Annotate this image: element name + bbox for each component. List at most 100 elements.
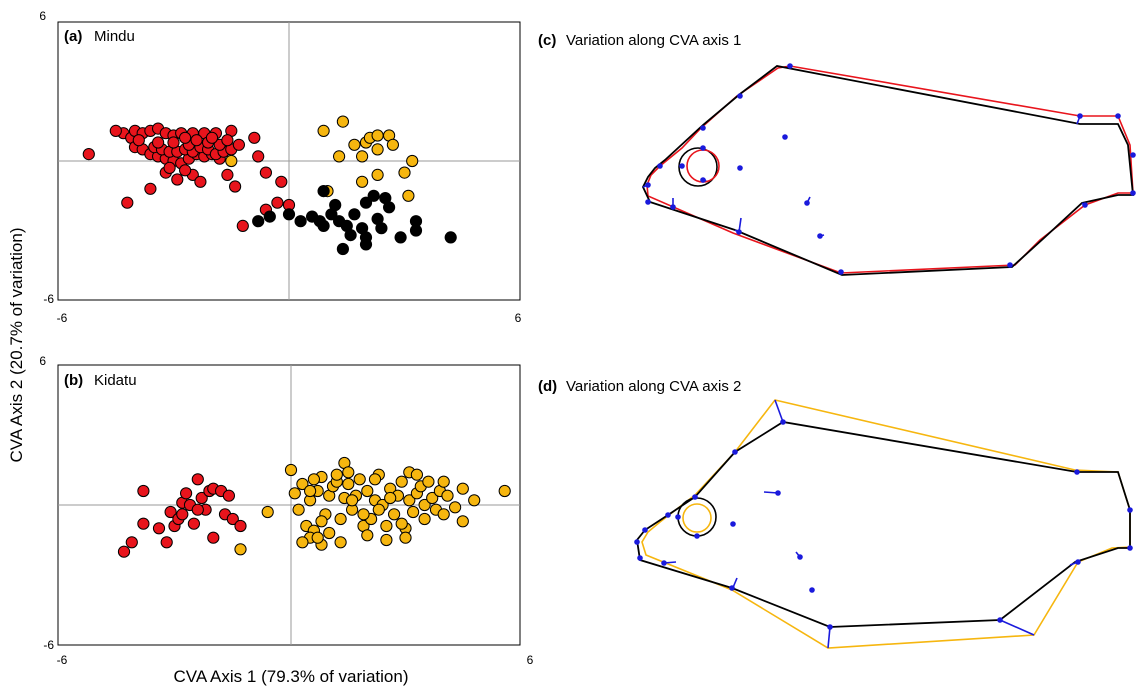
scatter-point-series-0-3 — [137, 517, 150, 530]
scatter-point-series-2-3 — [294, 215, 307, 228]
panel-c-landmark — [700, 177, 706, 183]
scatter-point-series-1-61 — [399, 531, 412, 544]
scatter-point-series-0-9 — [180, 487, 193, 500]
scatter-point-series-1-63 — [418, 512, 431, 526]
panel-d-landmark — [1127, 507, 1133, 513]
scatter-point-series-1-29 — [388, 508, 401, 521]
scatter-point-series-1-50 — [307, 473, 320, 486]
scatter-point-series-1-59 — [380, 533, 393, 547]
scatter-point-series-0-57 — [152, 136, 165, 149]
panel-b-letter: (b) — [64, 372, 83, 389]
scatter-point-series-0-66 — [179, 164, 192, 177]
scatter-point-series-1-38 — [422, 475, 435, 488]
scatter-point-series-0-0 — [82, 148, 95, 161]
panel-c-landmark — [736, 229, 742, 235]
scatter-point-series-1-0 — [317, 124, 330, 137]
panel-d-landmark — [775, 490, 781, 496]
scatter-point-series-2-25 — [344, 229, 357, 242]
y-axis-title: CVA Axis 2 (20.7% of variation) — [7, 228, 26, 463]
panel-d-landmark — [730, 521, 736, 527]
panel-c-landmark — [645, 182, 651, 188]
scatter-point-series-1-34 — [407, 505, 420, 519]
scatter-point-series-2-17 — [383, 201, 396, 214]
scatter-point-series-2-24 — [359, 231, 373, 244]
scatter-point-series-1-4 — [292, 503, 305, 516]
scatter-point-series-0-39 — [171, 173, 184, 186]
panel-c-landmark — [700, 145, 706, 151]
panel-d-mean-outline — [636, 421, 1131, 628]
scatter-point-series-0-59 — [179, 131, 192, 144]
panel-d-letter: (d) — [538, 378, 557, 395]
panel-c-landmark — [737, 93, 743, 99]
scatter-point-series-1-49 — [330, 468, 343, 481]
scatter-point-series-1-0 — [234, 543, 247, 556]
panel-d-landmark — [661, 560, 667, 566]
panel-d-landmark — [797, 554, 803, 560]
scatter-point-series-1-11 — [356, 175, 369, 188]
panel-d-shape-variation: (d) Variation along CVA axis 2 — [538, 378, 1133, 649]
panel-c-landmark-vectors — [642, 115, 1086, 237]
panel-c-extreme-eye — [686, 149, 720, 183]
scatter-point-series-1-51 — [346, 494, 359, 507]
scatter-point-series-1-33 — [403, 494, 416, 507]
scatter-point-series-1-67 — [384, 491, 397, 505]
scatter-point-series-0-61 — [221, 134, 234, 147]
panel-c-landmark — [804, 200, 810, 206]
scatter-point-series-1-14 — [406, 154, 419, 168]
scatter-point-series-0-41 — [194, 175, 207, 188]
panel-c-landmark — [657, 163, 663, 169]
scatter-point-series-1-10 — [386, 138, 399, 151]
scatter-point-series-1-1 — [336, 115, 349, 128]
scatter-point-series-1-45 — [456, 482, 469, 495]
panel-c-shape-variation: (c) Variation along CVA axis 1 — [538, 32, 1136, 276]
scatter-point-series-1-9 — [371, 143, 384, 156]
scatter-point-series-2-12 — [359, 196, 373, 209]
scatter-point-series-2-18 — [394, 231, 407, 244]
panel-d-landmark — [997, 617, 1003, 623]
scatter-point-series-1-58 — [372, 503, 385, 516]
scatter-point-series-1-5 — [296, 477, 309, 491]
panel-d-landmark — [675, 514, 681, 520]
panel-c-landmark — [670, 204, 676, 210]
scatter-point-series-1-60 — [395, 517, 408, 530]
panel-b-name: Kidatu — [94, 372, 137, 389]
scatter-point-series-1-57 — [357, 508, 370, 521]
scatter-point-series-1-22 — [361, 484, 374, 498]
scatter-point-series-1-55 — [296, 536, 309, 549]
panel-a-letter: (a) — [64, 28, 82, 45]
scatter-point-series-1-44 — [449, 501, 462, 514]
panel-d-landmark — [665, 512, 671, 518]
scatter-point-series-0-65 — [163, 161, 176, 174]
scatter-point-series-0-62 — [232, 138, 245, 151]
panel-b-x-tick-right: 6 — [527, 653, 534, 667]
panel-a-y-tick-bottom: -6 — [43, 292, 54, 306]
scatter-point-series-0-11 — [187, 517, 200, 530]
scatter-point-series-0-23 — [176, 508, 189, 521]
scatter-point-series-1-43 — [441, 489, 454, 502]
scatter-point-series-1-31 — [395, 475, 408, 488]
scatter-point-series-1-52 — [315, 515, 328, 528]
panel-b-x-tick-left: -6 — [57, 653, 68, 667]
scatter-point-series-1-68 — [334, 536, 347, 549]
panel-c-landmarks — [645, 63, 1136, 275]
scatter-point-series-0-5 — [164, 505, 177, 519]
panel-c-mean-outline — [642, 65, 1134, 276]
panel-c-landmark — [645, 199, 651, 205]
panel-d-landmark — [732, 449, 738, 455]
scatter-point-series-1-37 — [418, 498, 431, 512]
scatter-point-series-0-58 — [167, 136, 180, 149]
scatter-point-series-2-16 — [375, 222, 388, 235]
scatter-point-series-0-4 — [160, 536, 173, 549]
panel-d-landmark — [637, 555, 643, 561]
scatter-point-series-0-42 — [221, 168, 234, 181]
scatter-point-series-1-39 — [426, 491, 439, 505]
scatter-point-series-1-2 — [333, 150, 346, 163]
scatter-point-series-0-21 — [226, 512, 239, 526]
panel-c-landmark — [782, 134, 788, 140]
panel-d-landmark — [634, 539, 640, 545]
scatter-point-series-2-26 — [317, 219, 330, 232]
scatter-point-series-1-65 — [456, 515, 469, 528]
scatter-point-series-1-42 — [437, 475, 450, 488]
scatter-point-series-1-13 — [398, 166, 411, 179]
scatter-point-series-1-15 — [334, 512, 347, 526]
